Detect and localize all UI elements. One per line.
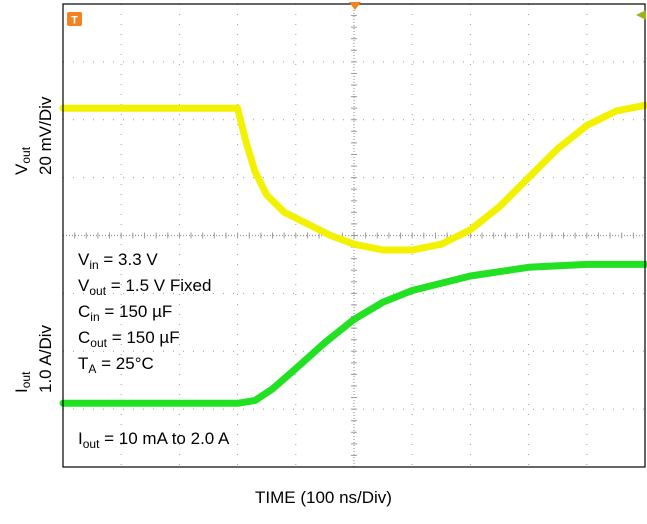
condition-vin: Vin = 3.3 V — [78, 250, 158, 272]
y-axis-scale-top: 20 mV/Div — [36, 96, 55, 175]
trigger-flag-label: T — [71, 15, 78, 27]
condition-cout: Cout = 150 µF — [78, 328, 180, 350]
traces — [59, 101, 647, 407]
y-axis-scale-bottom: 1.0 A/Div — [36, 324, 55, 393]
trigger-flag-icon — [67, 12, 82, 26]
trace-vout — [59, 101, 647, 254]
trigger-level-icon — [636, 10, 646, 20]
condition-ta: TA = 25°C — [78, 354, 154, 376]
y-axis-label-bottom: Iout 1.0 A/Div — [12, 324, 55, 393]
condition-vout: Vout = 1.5 V Fixed — [78, 276, 212, 298]
trigger-position-icon — [349, 2, 361, 10]
y-axis-label-top: Vout 20 mV/Div — [12, 96, 55, 175]
trace-iout — [59, 260, 647, 407]
grid — [62, 3, 646, 468]
load-step-label: Iout = 10 mA to 2.0 A — [78, 429, 230, 451]
x-axis-label: TIME (100 ns/Div) — [255, 488, 392, 507]
condition-cin: Cin = 150 µF — [78, 302, 173, 324]
markers: T — [67, 2, 646, 27]
